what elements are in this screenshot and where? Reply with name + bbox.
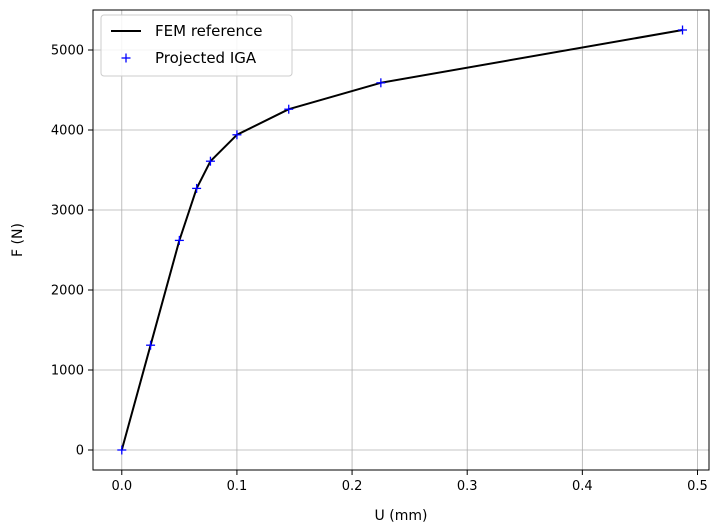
data-point-projected-iga xyxy=(376,78,386,88)
data-point-projected-iga xyxy=(117,445,127,455)
y-tick-label: 5000 xyxy=(51,44,84,59)
legend-label-iga: Projected IGA xyxy=(155,49,257,67)
series-layer xyxy=(117,25,688,455)
series-line-fem-reference xyxy=(120,29,683,451)
data-point-projected-iga xyxy=(232,130,242,140)
x-tick-label: 0.0 xyxy=(111,479,132,494)
x-tick-label: 0.2 xyxy=(342,479,363,494)
data-point-projected-iga xyxy=(146,340,156,350)
y-tick-label: 1000 xyxy=(51,364,84,379)
legend: FEM reference Projected IGA xyxy=(100,14,293,77)
y-tick-label: 0 xyxy=(76,444,84,459)
plot-frame xyxy=(92,9,710,471)
data-point-projected-iga xyxy=(205,156,215,166)
tick-layer: 0.0 0.1 0.2 0.3 0.4 0.5 0 1000 2000 3000 4000 5000 xyxy=(51,44,708,495)
x-tick-label: 0.1 xyxy=(227,479,248,494)
x-tick-label: 0.3 xyxy=(457,479,478,494)
legend-marker-swatch xyxy=(121,53,131,63)
legend-label-fem: FEM reference xyxy=(155,22,262,40)
y-tick-label: 3000 xyxy=(51,204,84,219)
y-axis-label: F (N) xyxy=(10,223,26,257)
data-point-projected-iga xyxy=(174,235,184,245)
x-tick-label: 0.4 xyxy=(572,479,593,494)
x-tick-label: 0.5 xyxy=(687,479,708,494)
data-point-projected-iga xyxy=(678,25,688,35)
x-axis-label: U (mm) xyxy=(375,508,428,524)
legend-box xyxy=(100,14,293,77)
legend-plus-marker xyxy=(121,53,131,63)
y-tick-label: 4000 xyxy=(51,124,84,139)
data-point-projected-iga xyxy=(192,183,202,193)
y-tick-label: 2000 xyxy=(51,284,84,299)
data-point-projected-iga xyxy=(284,104,294,114)
